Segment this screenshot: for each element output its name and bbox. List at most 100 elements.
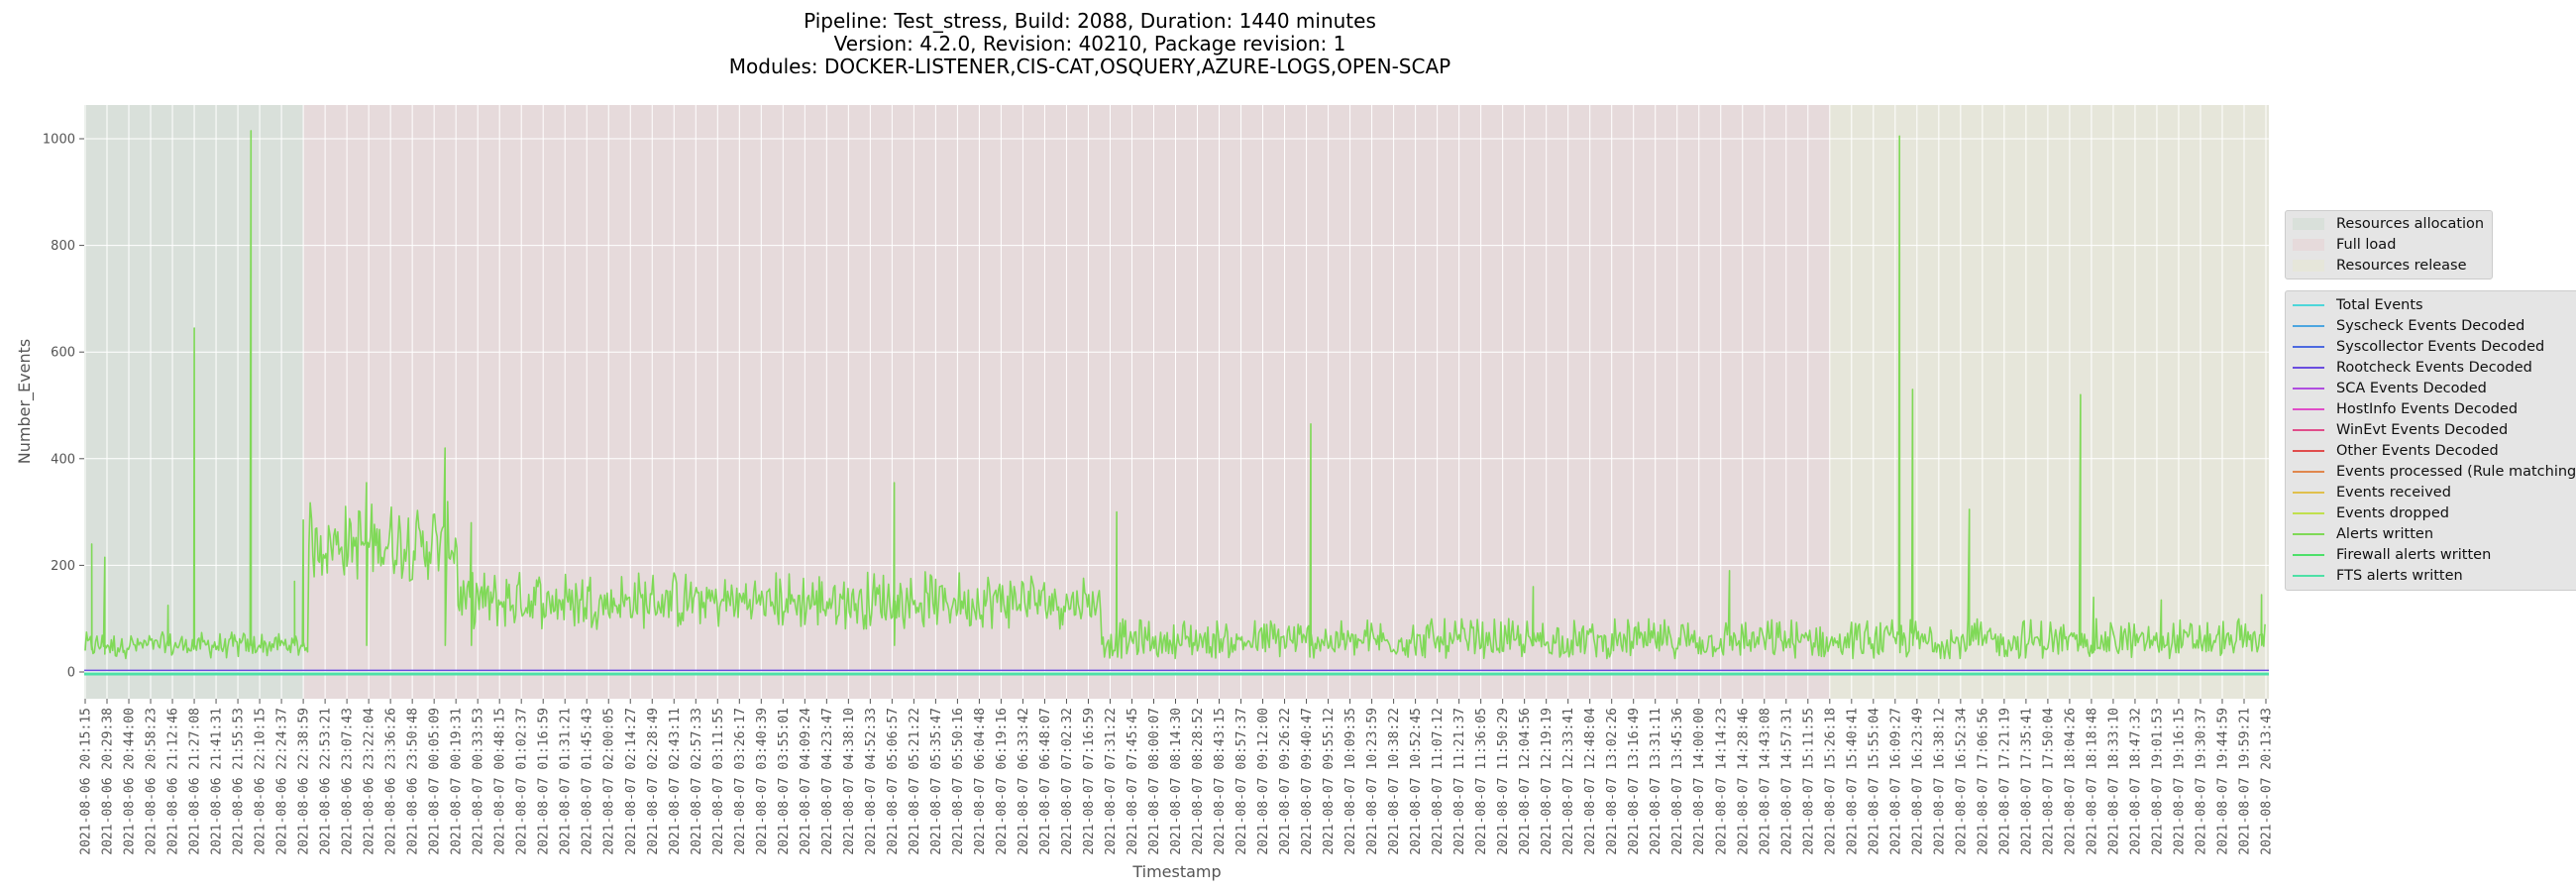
- x-tick-label: 2021-08-07 05:21:22: [908, 708, 922, 855]
- x-tick-label: 2021-08-07 00:33:53: [472, 708, 486, 855]
- x-tick-label: 2021-08-06 23:07:43: [341, 708, 356, 855]
- legend-swatch-icon: [2293, 238, 2324, 251]
- legend-swatch-icon: [2293, 407, 2324, 410]
- x-tick-label: 2021-08-07 08:57:37: [1234, 708, 1249, 855]
- x-tick-label: 2021-08-07 19:01:53: [2150, 708, 2165, 855]
- x-tick-label: 2021-08-06 21:27:08: [188, 708, 203, 855]
- x-tick-label: 2021-08-07 06:19:16: [995, 708, 1010, 855]
- x-tick-label: 2021-08-07 09:40:47: [1300, 708, 1315, 855]
- x-tick-label: 2021-08-07 02:28:49: [646, 708, 661, 855]
- x-tick-label: 2021-08-07 07:45:45: [1126, 708, 1140, 855]
- x-tick-label: 2021-08-07 03:55:01: [777, 708, 792, 855]
- x-tick-label: 2021-08-07 08:14:30: [1169, 708, 1184, 855]
- x-tick-label: 2021-08-06 20:29:38: [101, 708, 116, 855]
- x-tick-label: 2021-08-07 11:21:37: [1452, 708, 1467, 855]
- x-tick-label: 2021-08-07 13:16:49: [1627, 708, 1642, 855]
- x-tick-label: 2021-08-07 20:13:43: [2260, 708, 2275, 855]
- legend-swatch-icon: [2293, 553, 2324, 556]
- x-tick-label: 2021-08-07 11:50:29: [1496, 708, 1511, 855]
- alerts-written-line: [84, 130, 2266, 660]
- series-legend-item: Other Events Decoded: [2290, 440, 2576, 461]
- x-tick-label: 2021-08-07 00:05:09: [428, 708, 443, 855]
- x-tick-label: 2021-08-07 17:21:19: [1997, 708, 2012, 855]
- title-line-pipeline: Pipeline: Test_stress, Build: 2088, Dura…: [804, 9, 1376, 33]
- y-tick-label: 0: [67, 666, 75, 681]
- x-tick-label: 2021-08-06 21:55:53: [232, 708, 247, 855]
- x-tick-label: 2021-08-07 19:59:21: [2237, 708, 2252, 855]
- x-tick-label: 2021-08-07 11:36:05: [1474, 708, 1489, 855]
- x-tick-label: 2021-08-07 02:43:11: [668, 708, 683, 855]
- x-tick-label: 2021-08-06 22:53:21: [319, 708, 334, 855]
- x-tick-label: 2021-08-06 22:38:59: [297, 708, 312, 855]
- y-tick-label: 800: [51, 239, 75, 254]
- series-legend: Total Events Syscheck Events Decoded Sysco…: [2285, 290, 2576, 591]
- x-tick-label: 2021-08-07 07:02:32: [1060, 708, 1075, 855]
- x-tick-label: 2021-08-06 23:50:48: [406, 708, 421, 855]
- x-tick-label: 2021-08-06 20:44:00: [123, 708, 138, 855]
- x-tick-label: 2021-08-07 13:31:11: [1649, 708, 1664, 855]
- x-tick-label: 2021-08-07 08:43:15: [1213, 708, 1228, 855]
- phase-band-2: [1829, 105, 2269, 699]
- legend-swatch-icon: [2293, 324, 2324, 327]
- legend-label: Full load: [2336, 236, 2397, 253]
- legend-label: WinEvt Events Decoded: [2336, 421, 2509, 438]
- x-tick-label: 2021-08-07 12:04:56: [1518, 708, 1533, 855]
- x-tick-label: 2021-08-07 09:12:00: [1256, 708, 1271, 855]
- legend-swatch-icon: [2293, 366, 2324, 369]
- x-tick-label: 2021-08-07 15:40:41: [1845, 708, 1860, 855]
- x-axis-label: Timestamp: [1131, 862, 1221, 881]
- x-tick-label: 2021-08-07 10:09:35: [1343, 708, 1358, 855]
- x-tick-label: 2021-08-07 15:55:04: [1867, 708, 1881, 855]
- x-tick-label: 2021-08-07 14:43:08: [1758, 708, 1772, 855]
- y-tick-label: 1000: [43, 133, 75, 148]
- x-tick-label: 2021-08-06 23:22:04: [363, 708, 377, 855]
- x-tick-label: 2021-08-07 08:00:07: [1147, 708, 1162, 855]
- phase-legend-item: Resources allocation: [2290, 213, 2484, 234]
- phase-legend-item: Resources release: [2290, 255, 2484, 276]
- legend-swatch-icon: [2293, 532, 2324, 535]
- x-tick-label: 2021-08-07 12:33:41: [1561, 708, 1576, 855]
- x-tick-label: 2021-08-07 10:52:45: [1409, 708, 1424, 855]
- series-legend-item: Rootcheck Events Decoded: [2290, 357, 2576, 378]
- x-tick-label: 2021-08-07 08:28:52: [1191, 708, 1206, 855]
- x-tick-label: 2021-08-07 02:14:27: [624, 708, 639, 855]
- legend-label: Resources allocation: [2336, 215, 2485, 232]
- series-legend-item: Firewall alerts written: [2290, 544, 2576, 565]
- x-tick-label: 2021-08-07 14:00:00: [1692, 708, 1707, 855]
- x-tick-label: 2021-08-07 18:33:10: [2106, 708, 2121, 855]
- x-tick-label: 2021-08-07 14:28:46: [1736, 708, 1751, 855]
- x-tick-label: 2021-08-07 03:40:39: [755, 708, 770, 855]
- x-tick-label: 2021-08-07 19:30:37: [2194, 708, 2208, 855]
- x-tick-label: 2021-08-07 09:26:22: [1278, 708, 1293, 855]
- y-tick-label: 200: [51, 559, 75, 574]
- x-tick-label: 2021-08-07 13:45:36: [1670, 708, 1685, 855]
- legend-label: Alerts written: [2336, 525, 2434, 542]
- x-tick-label: 2021-08-07 07:16:59: [1082, 708, 1097, 855]
- y-axis-ticks: 0 200 400 600 800 1000: [43, 133, 84, 681]
- x-tick-label: 2021-08-07 16:52:34: [1954, 708, 1969, 855]
- x-tick-label: 2021-08-07 04:23:47: [820, 708, 835, 855]
- x-tick-label: 2021-08-07 17:50:04: [2041, 708, 2056, 855]
- x-tick-label: 2021-08-07 00:48:15: [493, 708, 508, 855]
- x-tick-label: 2021-08-07 02:00:05: [602, 708, 617, 855]
- legend-label: FTS alerts written: [2336, 567, 2463, 584]
- legend-label: Firewall alerts written: [2336, 546, 2492, 563]
- x-tick-label: 2021-08-07 19:44:59: [2215, 708, 2230, 855]
- x-tick-label: 2021-08-07 04:38:10: [842, 708, 857, 855]
- series-legend-item: Total Events: [2290, 294, 2576, 315]
- x-tick-label: 2021-08-07 17:35:41: [2019, 708, 2034, 855]
- series-legend-item: SCA Events Decoded: [2290, 378, 2576, 398]
- legend-label: Other Events Decoded: [2336, 442, 2499, 459]
- x-tick-label: 2021-08-07 16:38:12: [1932, 708, 1947, 855]
- x-tick-label: 2021-08-07 01:31:21: [559, 708, 574, 855]
- x-tick-label: 2021-08-07 11:07:12: [1431, 708, 1446, 855]
- x-tick-label: 2021-08-06 20:15:15: [79, 708, 94, 855]
- x-tick-label: 2021-08-07 05:06:57: [886, 708, 901, 855]
- x-tick-label: 2021-08-06 22:10:15: [254, 708, 268, 855]
- y-tick-label: 400: [51, 452, 75, 467]
- y-axis-label: Number_Events: [15, 339, 35, 464]
- x-tick-label: 2021-08-07 00:19:31: [450, 708, 465, 855]
- series-legend-item: Syscollector Events Decoded: [2290, 336, 2576, 357]
- legend-label: Syscheck Events Decoded: [2336, 317, 2525, 334]
- series-legend-item: HostInfo Events Decoded: [2290, 398, 2576, 419]
